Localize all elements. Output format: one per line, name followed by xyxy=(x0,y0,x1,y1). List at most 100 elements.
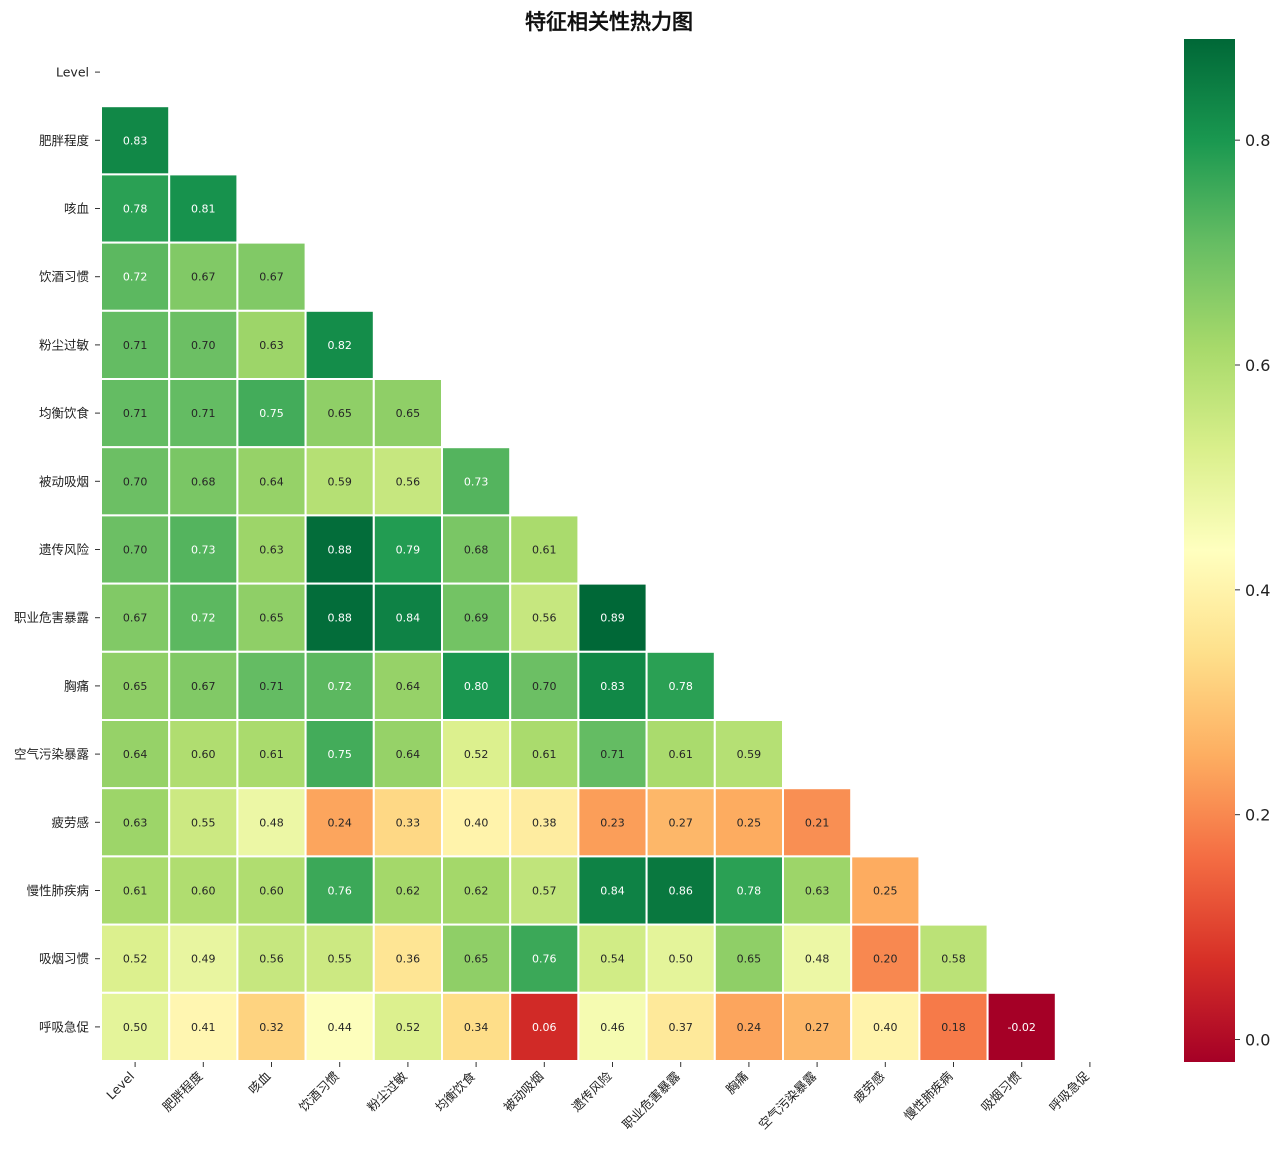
cell-value-label: 0.70 xyxy=(191,339,216,352)
heatmap-cell xyxy=(236,787,307,858)
cell-value-label: 0.78 xyxy=(123,203,148,216)
heatmap-cell xyxy=(100,719,171,790)
cell-value-label: 0.55 xyxy=(327,953,352,966)
cell-value-label: 0.81 xyxy=(191,203,216,216)
cell-value-label: 0.75 xyxy=(259,407,284,420)
cell-value-label: 0.78 xyxy=(668,680,693,693)
heatmap-cell xyxy=(577,855,648,926)
chart-title: 特征相关性热力图 xyxy=(525,10,693,34)
heatmap-cell xyxy=(100,446,171,517)
cell-value-label: 0.18 xyxy=(941,1021,966,1034)
y-tick-label: 饮酒习惯 xyxy=(39,269,89,284)
heatmap-cell xyxy=(100,378,171,449)
cell-value-label: 0.57 xyxy=(532,885,557,898)
cell-value-label: 0.65 xyxy=(396,407,421,420)
heatmap-cell xyxy=(850,991,921,1062)
cell-value-label: 0.40 xyxy=(464,816,489,829)
cell-value-label: 0.68 xyxy=(464,544,489,557)
colorbar-tick-label: 0.4 xyxy=(1245,581,1270,600)
cell-value-label: 0.06 xyxy=(532,1021,557,1034)
cell-value-label: 0.63 xyxy=(259,544,284,557)
cell-value-label: 0.52 xyxy=(396,1021,421,1034)
cell-value-label: 0.72 xyxy=(123,271,148,284)
cell-value-label: 0.24 xyxy=(327,816,352,829)
heatmap-cell xyxy=(304,855,375,926)
cell-value-label: 0.65 xyxy=(123,680,148,693)
heatmap-cell xyxy=(100,105,171,176)
y-tick-label: 职业危害暴露 xyxy=(14,610,90,625)
cell-value-label: 0.64 xyxy=(123,748,148,761)
cell-value-label: 0.67 xyxy=(259,271,284,284)
cell-value-label: 0.56 xyxy=(259,953,284,966)
cell-value-label: 0.25 xyxy=(737,816,762,829)
colorbar-tick-label: 0.2 xyxy=(1245,806,1270,825)
cell-value-label: 0.61 xyxy=(532,748,557,761)
cell-value-label: 0.27 xyxy=(668,816,693,829)
cell-value-label: 0.89 xyxy=(600,612,625,625)
cell-value-label: 0.48 xyxy=(259,816,284,829)
cell-value-label: 0.33 xyxy=(396,816,421,829)
heatmap-cell xyxy=(236,923,307,994)
heatmap-cell xyxy=(986,991,1057,1062)
cell-value-label: 0.71 xyxy=(600,748,625,761)
heatmap-cell xyxy=(168,173,239,244)
y-tick-label: 粉尘过敏 xyxy=(39,337,90,352)
heatmap-cell xyxy=(782,991,853,1062)
heatmap-cell xyxy=(645,923,716,994)
cell-value-label: 0.27 xyxy=(805,1021,830,1034)
cell-value-label: 0.59 xyxy=(737,748,762,761)
heatmap-cell xyxy=(100,923,171,994)
cell-value-label: 0.71 xyxy=(123,339,148,352)
cell-value-label: 0.20 xyxy=(873,953,898,966)
cell-value-label: 0.34 xyxy=(464,1021,489,1034)
heatmap-cell xyxy=(100,991,171,1062)
cell-value-label: 0.46 xyxy=(600,1021,625,1034)
cell-value-label: 0.23 xyxy=(600,816,625,829)
cell-value-label: 0.61 xyxy=(123,885,148,898)
colorbar-gradient xyxy=(1184,39,1235,1062)
cell-value-label: 0.76 xyxy=(532,953,557,966)
cell-value-label: 0.49 xyxy=(191,953,216,966)
y-tick-label: 均衡饮食 xyxy=(39,406,90,421)
cell-value-label: 0.60 xyxy=(191,885,216,898)
y-tick-label: 吸烟习惯 xyxy=(39,951,89,966)
cell-value-label: 0.65 xyxy=(737,953,762,966)
cell-value-label: 0.38 xyxy=(532,816,557,829)
heatmap-cell xyxy=(441,991,512,1062)
heatmap-cell xyxy=(304,991,375,1062)
heatmap-cell xyxy=(100,855,171,926)
heatmap-cell xyxy=(509,582,580,653)
heatmap-cell xyxy=(304,378,375,449)
heatmap-cell xyxy=(645,991,716,1062)
cell-value-label: 0.84 xyxy=(396,612,421,625)
heatmap-cell xyxy=(645,719,716,790)
heatmap-cell xyxy=(168,582,239,653)
cell-value-label: 0.64 xyxy=(396,680,421,693)
y-tick-label: 疲劳感 xyxy=(51,815,89,830)
heatmap-cell xyxy=(236,309,307,380)
cell-value-label: 0.88 xyxy=(327,612,352,625)
cell-value-label: 0.61 xyxy=(532,544,557,557)
cell-value-label: 0.60 xyxy=(259,885,284,898)
y-tick-label: 遗传风险 xyxy=(39,542,90,557)
heatmap-cell xyxy=(372,719,443,790)
cell-value-label: 0.70 xyxy=(532,680,557,693)
cell-value-label: 0.24 xyxy=(737,1021,762,1034)
heatmap-cell xyxy=(100,582,171,653)
cell-value-label: 0.54 xyxy=(600,953,625,966)
cell-value-label: 0.50 xyxy=(123,1021,148,1034)
heatmap-cell xyxy=(782,787,853,858)
heatmap-cell xyxy=(304,309,375,380)
cell-value-label: 0.79 xyxy=(396,544,421,557)
cell-value-label: 0.52 xyxy=(123,953,148,966)
cell-value-label: 0.32 xyxy=(259,1021,284,1034)
colorbar-tick-label: 0.0 xyxy=(1245,1031,1270,1050)
y-tick-label: 空气污染暴露 xyxy=(14,747,90,762)
cell-value-label: 0.72 xyxy=(191,612,216,625)
heatmap-cell xyxy=(236,650,307,721)
cell-value-label: 0.86 xyxy=(668,885,693,898)
cell-value-label: 0.71 xyxy=(259,680,284,693)
cell-value-label: 0.65 xyxy=(259,612,284,625)
y-tick-label: 咳血 xyxy=(64,201,89,216)
